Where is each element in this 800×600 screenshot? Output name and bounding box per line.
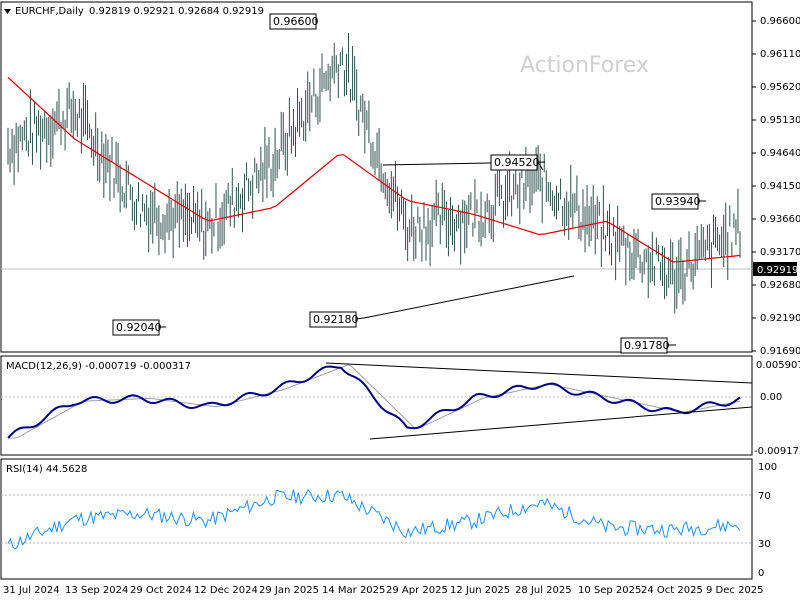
callout-94520: 0.94520 bbox=[490, 154, 540, 171]
collapse-triangle-icon[interactable] bbox=[4, 9, 11, 14]
price-y-tick: 0.96110 bbox=[760, 49, 800, 60]
price-bars-group bbox=[7, 33, 741, 314]
svg-text:0.92919: 0.92919 bbox=[757, 265, 798, 276]
callout-connector-94520 bbox=[537, 161, 544, 171]
price-trendline-bottom bbox=[363, 275, 575, 319]
x-axis: 31 Jul 2024 13 Sep 2024 29 Oct 2024 12 D… bbox=[3, 585, 764, 596]
x-tick-label: 29 Apr 2025 bbox=[386, 585, 448, 596]
macd-panel-frame bbox=[0, 355, 753, 456]
svg-text:0.94520: 0.94520 bbox=[494, 156, 540, 169]
x-tick-label: 9 Dec 2025 bbox=[706, 585, 764, 596]
x-tick-label: 28 Jul 2025 bbox=[515, 585, 572, 596]
x-tick-label: 14 Mar 2025 bbox=[322, 585, 385, 596]
price-y-tick: 0.92680 bbox=[760, 280, 800, 291]
svg-text:0.91780: 0.91780 bbox=[624, 339, 670, 352]
x-tick-label: 31 Jul 2024 bbox=[3, 585, 60, 596]
x-tick-label: 29 Jan 2025 bbox=[259, 585, 319, 596]
rsi-line bbox=[7, 488, 741, 550]
price-y-tick: 0.94640 bbox=[760, 148, 800, 159]
price-y-tick: 0.93170 bbox=[760, 247, 800, 258]
macd-y-axis: 0.005907 0.00 -0.009175 bbox=[754, 360, 800, 457]
current-price-tag: 0.92919 bbox=[753, 262, 798, 276]
x-tick-label: 29 Oct 2024 bbox=[130, 585, 192, 596]
x-tick-label: 12 Dec 2024 bbox=[194, 585, 258, 596]
price-y-tick: 0.94150 bbox=[760, 181, 800, 192]
rsi-label: RSI(14) 44.5628 bbox=[6, 464, 87, 475]
macd-trendline-top bbox=[325, 362, 753, 384]
rsi-y-tick: 70 bbox=[758, 491, 771, 502]
macd-trendline-bottom bbox=[369, 406, 753, 440]
moving-average-line bbox=[7, 76, 741, 263]
x-tick-label: 10 Sep 2025 bbox=[578, 585, 641, 596]
ohlc-values: 0.92819 0.92921 0.92684 0.92919 bbox=[89, 6, 264, 17]
svg-text:0.96600: 0.96600 bbox=[273, 15, 319, 28]
price-y-axis: 0.96600 0.96110 0.95620 0.95130 0.94640 … bbox=[752, 16, 800, 357]
macd-line bbox=[7, 365, 741, 439]
callout-93940: 0.93940 bbox=[651, 193, 701, 210]
rsi-panel-frame bbox=[0, 458, 753, 580]
symbol-label: EURCHF,Daily bbox=[15, 6, 84, 17]
rsi-y-axis: 100 70 30 0 bbox=[758, 462, 777, 579]
macd-y-tick: 0.00 bbox=[760, 392, 782, 403]
macd-signal-line bbox=[8, 364, 741, 439]
svg-text:0.92040: 0.92040 bbox=[116, 321, 162, 334]
macd-y-tick: -0.009175 bbox=[754, 446, 800, 457]
callout-91780: 0.91780 bbox=[620, 337, 670, 354]
price-y-tick: 0.95130 bbox=[760, 115, 800, 126]
rsi-y-tick: 30 bbox=[758, 539, 771, 550]
callout-connector-92180 bbox=[355, 317, 365, 320]
x-tick-label: 12 Jun 2025 bbox=[450, 585, 510, 596]
rsi-y-tick: 100 bbox=[758, 462, 777, 473]
price-y-tick: 0.96600 bbox=[760, 16, 800, 27]
macd-label: MACD(12,26,9) -0.000719 -0.000317 bbox=[6, 361, 191, 372]
svg-text:0.92180: 0.92180 bbox=[313, 313, 359, 326]
svg-text:0.93940: 0.93940 bbox=[655, 195, 701, 208]
x-tick-label: 13 Sep 2024 bbox=[65, 585, 128, 596]
price-y-tick: 0.93660 bbox=[760, 214, 800, 225]
price-panel-frame bbox=[0, 1, 753, 353]
callout-92180: 0.92180 bbox=[309, 311, 359, 328]
price-y-tick: 0.95620 bbox=[760, 82, 800, 93]
rsi-y-tick: 0 bbox=[758, 568, 764, 579]
x-tick-label: 24 Oct 2025 bbox=[641, 585, 703, 596]
watermark-text: ActionForex bbox=[520, 53, 649, 78]
callout-96600: 0.96600 bbox=[269, 13, 319, 30]
macd-y-tick: 0.005907 bbox=[756, 360, 800, 371]
callout-92040: 0.92040 bbox=[112, 319, 162, 336]
price-y-tick: 0.91690 bbox=[760, 346, 800, 357]
price-y-tick: 0.92190 bbox=[760, 313, 800, 324]
